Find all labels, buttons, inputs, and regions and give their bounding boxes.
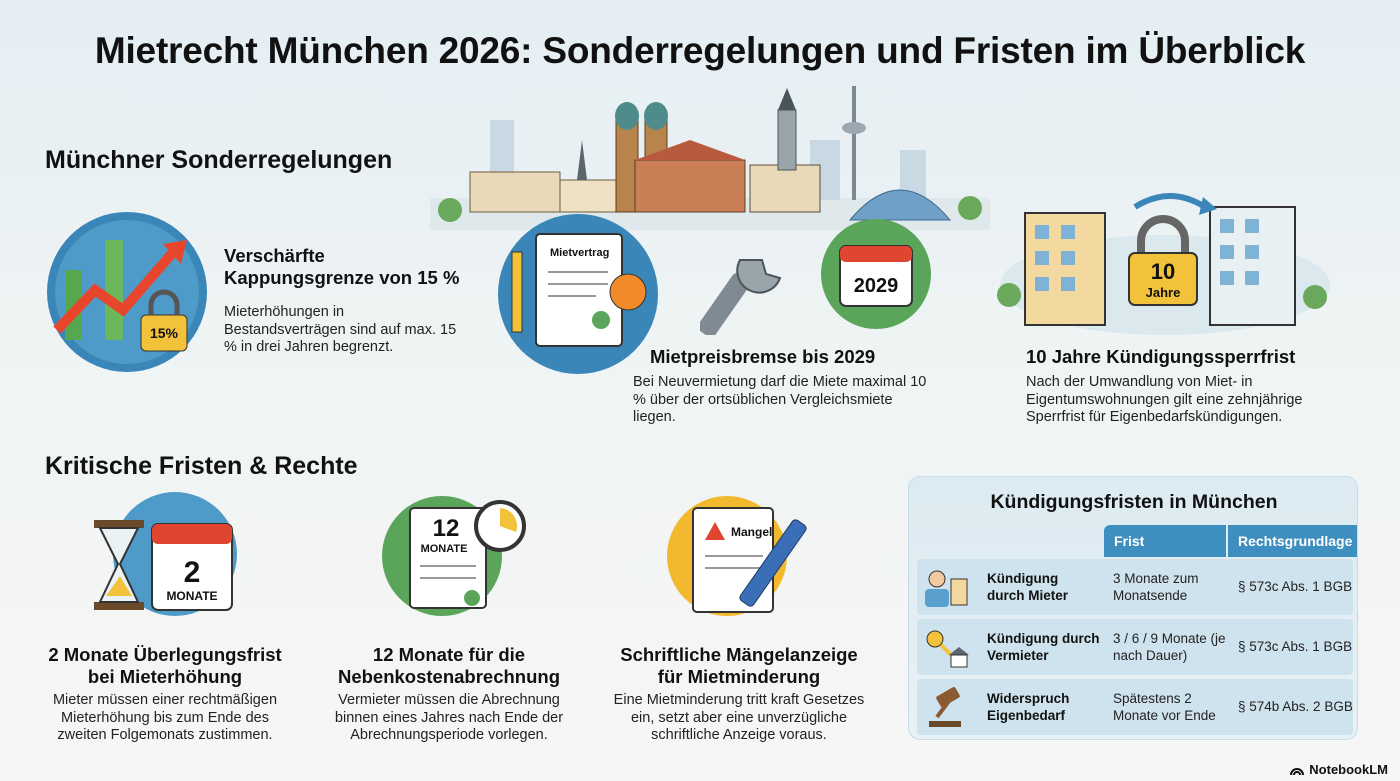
calendar-month-number: 2 xyxy=(184,556,201,589)
document-month-unit: MONATE xyxy=(421,543,468,555)
card-ueberlegungsfrist-text: Mieter müssen einer rechtmäßigen Mieterh… xyxy=(52,692,278,743)
card-maengelanzeige-title: Schriftliche Mängelanzeige für Mietminde… xyxy=(620,644,858,687)
lock-years-number: 10 xyxy=(1151,259,1175,284)
table-title: Kündigungsfristen in München xyxy=(990,491,1278,513)
notice-label: Mangel xyxy=(731,525,772,539)
card-nebenkosten-text: Vermieter müssen die Abrechnung binnen e… xyxy=(334,692,564,743)
key-house-icon xyxy=(926,630,969,668)
tenant-house-icon xyxy=(925,570,968,607)
card-nebenkosten-title: 12 Monate für die Nebenkostenabrechnung xyxy=(337,644,561,687)
brand-label: NotebookLM xyxy=(1309,762,1388,777)
row-label: Kündigung durch Mieter xyxy=(987,571,1069,603)
card-kappungsgrenze-text: Mieterhöhungen in Bestandsverträgen sind… xyxy=(224,304,457,355)
row-grundlage: § 573c Abs. 1 BGB xyxy=(1238,639,1353,654)
row-frist: 3 / 6 / 9 Monate (je nach Dauer) xyxy=(1113,631,1226,663)
row-frist: 3 Monate zum Monatsende xyxy=(1113,571,1199,603)
notebooklm-logo-icon xyxy=(1290,767,1305,775)
section-heading-sonderregelungen: Münchner Sonderregelungen xyxy=(45,146,393,174)
document-clock-icon: 12 MONATE xyxy=(382,496,526,616)
hourglass-calendar-icon: 2 MONATE xyxy=(94,492,237,616)
row-frist: Spätestens 2 Monate vor Ende xyxy=(1113,691,1216,723)
card-ueberlegungsfrist-title: 2 Monate Überlegungsfrist bei Mieterhöhu… xyxy=(48,644,282,687)
table-header-frist: Frist xyxy=(1104,525,1226,557)
card-sperrfrist-text: Nach der Umwandlung von Miet- in Eigentu… xyxy=(1026,374,1303,425)
notebooklm-branding: NotebookLM xyxy=(1290,762,1388,777)
card-sperrfrist-title: 10 Jahre Kündigungssperrfrist xyxy=(1026,346,1296,367)
contract-label: Mietvertrag xyxy=(550,247,609,259)
table-row: Kündigung durch Vermieter 3 / 6 / 9 Mona… xyxy=(917,619,1353,675)
table-row: Widerspruch Eigenbedarf Spätestens 2 Mon… xyxy=(917,679,1353,735)
gavel-icon xyxy=(929,687,961,727)
section-heading-fristen: Kritische Fristen & Rechte xyxy=(45,452,358,480)
contract-document-icon: Mietvertrag xyxy=(498,214,658,374)
lock-years-unit: Jahre xyxy=(1146,285,1181,300)
card-mietpreisbremse-text: Bei Neuvermietung darf die Miete maximal… xyxy=(633,374,927,425)
wrench-icon xyxy=(700,259,782,335)
card-kappungsgrenze-title: Verschärfte Kappungsgrenze von 15 % xyxy=(224,245,460,288)
row-label: Kündigung durch Vermieter xyxy=(987,631,1100,663)
card-mietpreisbremse-title: Mietpreisbremse bis 2029 xyxy=(650,346,876,367)
row-grundlage: § 573c Abs. 1 BGB xyxy=(1238,579,1353,594)
lock-percent-label: 15% xyxy=(150,325,179,341)
buildings-lock-icon: 10 Jahre xyxy=(997,193,1330,335)
calendar-2029-icon: 2029 xyxy=(821,219,931,329)
table-row: Kündigung durch Mieter 3 Monate zum Mona… xyxy=(917,559,1353,615)
kuendigungsfristen-table: Kündigungsfristen in München Frist Recht… xyxy=(908,476,1358,740)
chart-arrow-lock-icon: 15% xyxy=(47,212,207,372)
calendar-month-unit: MONATE xyxy=(166,589,217,603)
row-label: Widerspruch Eigenbedarf xyxy=(987,691,1070,723)
document-month-number: 12 xyxy=(433,515,460,542)
page-title: Mietrecht München 2026: Sonderregelungen… xyxy=(94,30,1306,71)
munich-skyline-illustration xyxy=(430,86,990,230)
card-maengelanzeige-text: Eine Mietminderung tritt kraft Gesetzes … xyxy=(613,692,865,743)
row-grundlage: § 574b Abs. 2 BGB xyxy=(1238,699,1353,714)
defect-notice-pen-icon: Mangel xyxy=(667,496,807,616)
table-header-rechtsgrundlage: Rechtsgrundlage xyxy=(1228,525,1357,557)
calendar-year-label: 2029 xyxy=(854,275,899,297)
